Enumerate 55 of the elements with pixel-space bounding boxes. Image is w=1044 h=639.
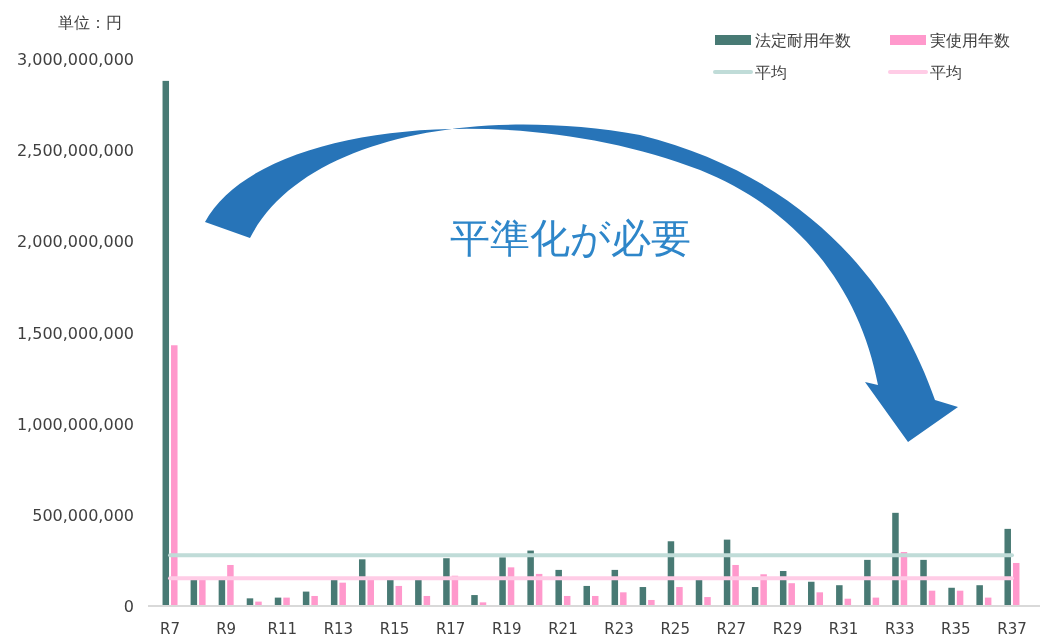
bar [387, 579, 394, 606]
x-tick-label: R35 [941, 620, 971, 638]
y-tick-label: 1,500,000,000 [16, 323, 134, 343]
x-tick-label: R29 [772, 620, 803, 638]
x-tick-label: R27 [716, 620, 747, 638]
bar [199, 579, 206, 606]
bar [732, 564, 739, 606]
bar [836, 585, 843, 606]
bar [339, 582, 346, 606]
x-tick-label: R33 [884, 620, 915, 638]
y-tick-label: 0 [123, 597, 134, 616]
bar [920, 559, 927, 606]
bar [808, 581, 815, 606]
annotation: 平準化が必要 [449, 215, 691, 261]
x-tick-label: R7 [160, 620, 181, 638]
y-tick-label: 2,000,000,000 [16, 232, 134, 252]
bar [311, 595, 318, 606]
bar [171, 345, 178, 606]
bar [471, 595, 478, 606]
bar [443, 558, 450, 606]
x-tick-label: R21 [548, 620, 578, 638]
bar [592, 595, 599, 606]
bar [864, 559, 871, 606]
y-tick-label: 1,000,000,000 [16, 414, 134, 434]
bar [704, 597, 711, 606]
bar [976, 585, 983, 606]
legend-label: 法定耐用年数 [755, 31, 851, 50]
legend-label: 実使用年数 [930, 31, 1010, 50]
x-tick-label: R25 [660, 620, 690, 638]
y-tick-label: 3,000,000,000 [16, 50, 134, 69]
bar [415, 579, 422, 606]
bar [620, 592, 627, 606]
x-tick-label: R31 [828, 620, 859, 638]
y-tick-label: 2,500,000,000 [16, 141, 134, 161]
bar [227, 564, 234, 606]
bar [162, 80, 170, 606]
bar [948, 587, 955, 606]
y-axis-title: 単位：円 [58, 13, 122, 32]
bar [892, 512, 899, 606]
x-tick-label: R37 [997, 620, 1027, 638]
legend-label: 平均 [755, 63, 787, 82]
bar [367, 579, 374, 606]
x-tick-label: R13 [323, 620, 354, 638]
x-tick-label: R23 [604, 620, 634, 638]
bar [499, 557, 506, 606]
x-tick-label: R9 [216, 620, 237, 638]
bar [648, 599, 655, 606]
legend-label: 平均 [930, 63, 962, 82]
x-tick-label: R19 [492, 620, 522, 638]
bar [676, 587, 683, 606]
y-tick-label: 500,000,000 [32, 505, 134, 525]
x-tick-label: R17 [435, 620, 466, 638]
x-tick-label: R11 [267, 620, 298, 638]
bar [788, 583, 795, 606]
x-tick-label: R15 [379, 620, 410, 638]
